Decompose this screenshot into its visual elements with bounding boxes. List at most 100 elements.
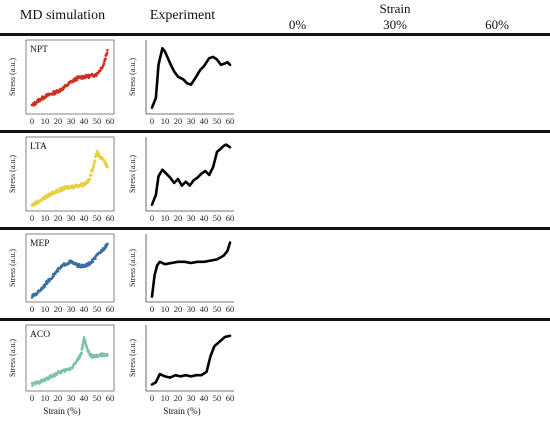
y-axis-label: Stress (a.u.) <box>8 58 17 96</box>
x-tick-label: 60 <box>226 213 235 223</box>
data-point <box>91 260 94 264</box>
structure-label: LTA <box>30 142 47 152</box>
data-point <box>94 257 97 260</box>
x-tick-label: 60 <box>106 393 115 403</box>
x-tick-label: 40 <box>200 393 209 403</box>
data-point <box>70 184 74 187</box>
chart-svg: Stress (a.u.) 0 10 20 30 40 50 60 NPT <box>8 39 115 126</box>
x-tick-label: 40 <box>200 304 209 314</box>
data-point <box>31 384 34 387</box>
x-tick-label: 50 <box>213 213 222 223</box>
x-axis-label: Strain (%) <box>43 406 81 416</box>
x-tick-label: 40 <box>200 213 209 223</box>
x-tick-label: 40 <box>80 304 89 314</box>
x-tick-label: 0 <box>150 304 154 314</box>
structure-label: NPT <box>30 45 48 55</box>
x-tick-label: 60 <box>226 393 235 403</box>
data-point <box>93 159 97 162</box>
data-point <box>102 62 106 65</box>
series-line <box>150 143 232 206</box>
x-tick-label: 20 <box>54 304 63 314</box>
header-experiment: Experiment <box>149 8 216 23</box>
data-point <box>104 57 107 61</box>
x-tick-label: 0 <box>30 393 34 403</box>
x-tick-label: 30 <box>67 116 76 126</box>
chart-svg: Stress (a.u.) 0 10 20 30 40 50 60 ACO <box>8 324 115 403</box>
row-separator-1 <box>0 130 550 133</box>
data-point <box>93 161 96 165</box>
x-tick-label: 60 <box>226 304 235 314</box>
data-point <box>95 74 98 77</box>
chart-svg: Stress (a.u.) 0 10 20 30 40 50 60 <box>128 40 234 126</box>
md-chart-npt: Stress (a.u.) 0 10 20 30 40 50 60 NPT <box>6 36 118 130</box>
x-tick-label: 50 <box>213 304 222 314</box>
row-separator-top <box>0 33 550 36</box>
x-tick-label: 0 <box>30 116 34 126</box>
exp-chart-aco: Stress (a.u.) 0 10 20 30 40 50 60 Strain (%) <box>126 321 238 416</box>
header-strain-60: 60% <box>485 17 509 32</box>
x-tick-label: 30 <box>187 393 196 403</box>
data-point <box>106 242 109 246</box>
x-tick-label: 50 <box>213 393 222 403</box>
data-point <box>36 202 39 205</box>
x-tick-label: 60 <box>106 213 115 223</box>
x-tick-label: 30 <box>187 213 196 223</box>
x-tick-label: 20 <box>54 213 63 223</box>
x-tick-label: 40 <box>80 213 89 223</box>
md-chart-lta: Stress (a.u.) 0 10 20 30 40 50 60 LTA <box>6 133 118 227</box>
x-tick-label: 10 <box>41 304 50 314</box>
data-point <box>81 345 84 349</box>
x-tick-label: 20 <box>174 304 183 314</box>
x-tick-label: 30 <box>187 304 196 314</box>
x-tick-label: 0 <box>150 213 154 223</box>
x-tick-label: 50 <box>93 116 102 126</box>
chart-svg: Stress (a.u.) 0 10 20 30 40 50 60 <box>128 234 235 314</box>
x-tick-label: 10 <box>41 116 50 126</box>
header-strain-0: 0% <box>288 17 307 32</box>
structure-label: MEP <box>30 239 50 249</box>
chart-svg: Stress (a.u.) 0 10 20 30 40 50 60 LTA <box>8 136 115 223</box>
x-tick-label: 20 <box>54 116 63 126</box>
data-point <box>106 354 109 357</box>
x-tick-label: 50 <box>93 304 102 314</box>
series-line <box>150 334 232 386</box>
x-tick-label: 50 <box>93 213 102 223</box>
series-line <box>150 47 232 109</box>
x-tick-label: 10 <box>161 393 170 403</box>
data-point <box>106 165 109 169</box>
data-point <box>87 350 91 354</box>
x-tick-label: 10 <box>41 393 50 403</box>
x-tick-label: 0 <box>150 116 154 126</box>
x-tick-label: 30 <box>187 116 196 126</box>
x-tick-label: 0 <box>150 393 154 403</box>
x-tick-label: 0 <box>30 213 34 223</box>
x-tick-label: 20 <box>174 213 183 223</box>
x-tick-label: 40 <box>200 116 209 126</box>
plot-frame <box>25 136 115 212</box>
md-chart-mep: Stress (a.u.) 0 10 20 30 40 50 60 MEP <box>6 230 118 318</box>
x-tick-label: 50 <box>213 116 222 126</box>
row-separator-2 <box>0 227 550 230</box>
x-tick-label: 20 <box>54 393 63 403</box>
x-tick-label: 60 <box>106 116 115 126</box>
y-axis-label: Stress (a.u.) <box>128 339 137 377</box>
x-axis-label: Strain (%) <box>163 406 201 416</box>
data-point <box>105 51 109 55</box>
structure-label: ACO <box>30 330 50 340</box>
x-tick-label: 30 <box>67 393 76 403</box>
header-md-simulation: MD simulation <box>19 8 106 23</box>
x-tick-label: 40 <box>80 116 89 126</box>
data-point <box>97 71 100 75</box>
data-point <box>75 78 79 82</box>
x-tick-label: 10 <box>161 116 170 126</box>
data-point <box>77 263 81 266</box>
exp-chart-lta: Stress (a.u.) 0 10 20 30 40 50 60 <box>126 133 238 227</box>
x-tick-label: 30 <box>67 213 76 223</box>
data-point <box>91 168 95 172</box>
chart-svg: Stress (a.u.) 0 10 20 30 40 50 60 <box>128 325 235 403</box>
x-tick-label: 10 <box>41 213 50 223</box>
x-tick-label: 0 <box>30 304 34 314</box>
data-point <box>36 292 39 295</box>
x-tick-label: 60 <box>106 304 115 314</box>
x-tick-label: 40 <box>80 393 89 403</box>
